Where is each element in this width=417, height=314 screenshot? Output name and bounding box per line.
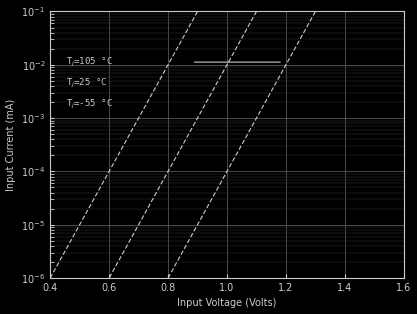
X-axis label: Input Voltage (Volts): Input Voltage (Volts) <box>177 298 277 308</box>
Text: T$_j$=25 °C: T$_j$=25 °C <box>66 77 108 90</box>
Text: T$_j$=-55 °C: T$_j$=-55 °C <box>66 98 113 111</box>
Text: T$_j$=105 °C: T$_j$=105 °C <box>66 56 113 69</box>
Y-axis label: Input Current (mA): Input Current (mA) <box>5 99 15 191</box>
